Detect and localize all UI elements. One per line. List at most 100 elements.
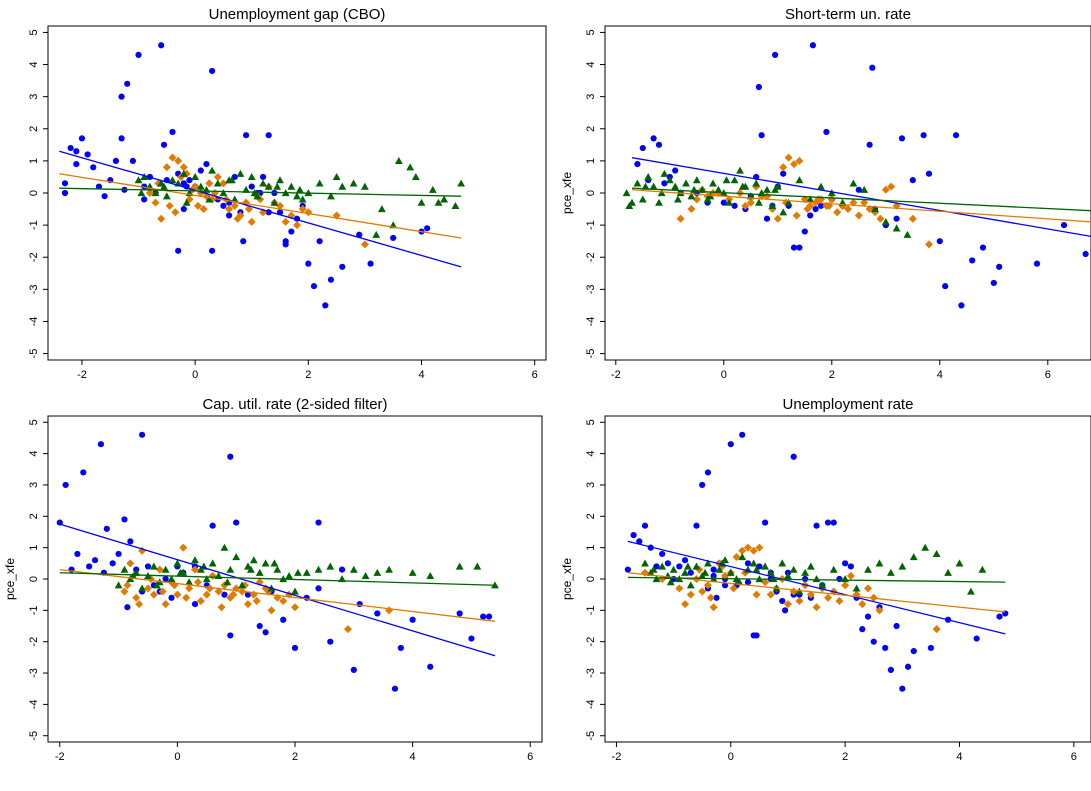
y-tick-label: -4 [28,699,40,709]
series-2-point [168,153,177,162]
series-1-point [659,550,666,558]
series-3-point [226,565,235,573]
series-3-point [779,208,788,216]
series-3-point [440,195,449,203]
series-1-point [952,132,960,139]
series-1-point [624,566,631,573]
series-1-point [973,635,980,642]
series-1-point [661,180,668,187]
series-1-point [755,83,763,91]
series-1-point [186,177,193,184]
series-3-point [829,565,838,573]
x-tick-label: 2 [829,369,835,381]
y-tick-label: -2 [585,252,597,262]
fit-line-2 [631,189,1091,223]
series-1-point [909,177,916,184]
series-2-point [686,590,695,599]
series-3-point [817,182,825,190]
y-tick-label: -5 [585,731,597,741]
series-3-point [327,192,335,200]
series-3-point [860,185,869,193]
series-2-point [741,201,750,210]
series-1-point [138,431,146,438]
series-3-point [293,192,301,200]
series-1-point [823,128,830,136]
series-1-point [758,132,765,139]
series-1-point [118,93,125,100]
series-1-point [115,550,122,558]
series-3-point [849,179,858,187]
series-3-point [261,559,270,567]
series-3-point [726,568,735,576]
y-tick-label: -2 [585,637,597,647]
y-tick-label: -2 [28,252,40,262]
fit-line-1 [59,150,462,268]
fit-line-2 [59,173,462,239]
chart-panel-1: Unemployment gap (CBO) -5 -4 -3 -2 -1 0 1 2 3 4 5 -2… [28,6,547,381]
series-2-point [841,581,850,590]
series-3-point [738,182,747,190]
series-2-point [676,214,685,223]
series-3-point [763,185,771,193]
series-2-point [158,587,167,596]
series-3-point [784,571,792,579]
y-tick-label: -1 [28,605,40,615]
series-1-point [316,238,323,245]
series-2-point [205,179,214,188]
series-3-point [152,581,161,589]
series-1-point [220,202,227,209]
x-tick-label: 0 [721,369,727,381]
x-tick-label: 4 [956,751,962,763]
series-1-point [636,538,643,545]
y-tick-label: 2 [585,126,597,132]
series-1-point [97,441,105,448]
series-1-point [727,441,734,448]
series-1-point [209,247,216,254]
x-tick-label: 6 [1071,751,1077,763]
series-3-point [406,163,415,171]
series-3-point [285,571,294,579]
series-3-point [361,182,369,190]
series-2-point [281,217,290,226]
series-2-point [205,584,214,593]
series-3-point [641,182,650,190]
series-3-point [228,176,236,184]
series-1-point [676,563,683,570]
series-1-point [86,563,93,570]
series-3-point [372,230,381,238]
y-tick-label: 1 [585,158,597,164]
series-1-point [859,626,866,633]
series-1-point [813,522,820,529]
series-2-point [155,565,164,574]
series-3-point [361,571,370,579]
series-3-point [202,575,211,583]
series-1-point [920,132,927,139]
series-3-point [755,198,763,206]
y-axis-label: pce_xfe [560,172,574,214]
series-3-point [315,179,324,187]
y-tick-label: 4 [28,61,40,67]
series-2-point [182,593,191,602]
series-1-point [282,241,289,248]
series-3-point [138,584,146,592]
chart-title: Cap. util. rate (2-sided filter) [202,396,387,413]
series-3-point [298,195,307,203]
series-1-point [135,51,142,59]
series-1-point [129,157,136,164]
series-3-point [176,568,185,576]
series-3-point [291,587,299,595]
chart-title: Unemployment rate [783,396,914,413]
series-1-point [744,579,752,586]
series-3-point [434,198,443,206]
series-2-point [132,593,141,602]
series-3-point [238,581,246,589]
series-3-point [191,173,200,181]
series-2-point [887,182,896,191]
series-1-point [927,644,935,652]
series-3-point [806,195,815,203]
series-1-point [936,238,943,245]
series-3-point [408,568,417,576]
series-1-point [95,183,103,190]
series-3-point [881,218,890,226]
plot-area [622,42,1091,309]
